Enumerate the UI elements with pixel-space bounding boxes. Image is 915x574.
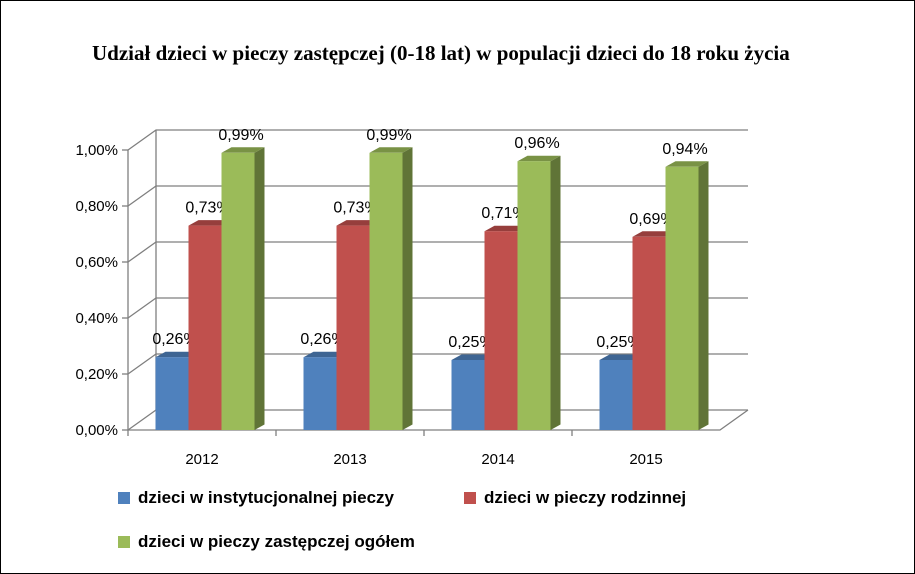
y-tick-label: 1,00% — [75, 142, 118, 159]
legend-swatch — [118, 492, 130, 504]
bar-top — [484, 225, 528, 232]
bar-top — [665, 161, 709, 167]
data-label: 0,25% — [596, 334, 641, 351]
data-label: 0,25% — [448, 334, 493, 351]
chart-title: Udział dzieci w pieczy zastępczej (0-18 … — [92, 41, 790, 65]
bar-top — [303, 351, 347, 358]
bar — [221, 152, 255, 431]
bar-top — [221, 147, 265, 153]
bar — [599, 360, 633, 430]
bar — [155, 357, 189, 430]
data-label: 0,26% — [152, 331, 197, 348]
y-tick-label: 0,00% — [75, 422, 118, 439]
legend-item: dzieci w pieczy zastępczej ogółem — [118, 532, 415, 552]
data-label: 0,96% — [514, 135, 559, 152]
data-label: 0,99% — [218, 127, 263, 144]
bar-top — [336, 220, 380, 226]
bar — [336, 225, 370, 430]
data-label: 0,26% — [300, 331, 345, 348]
y-tick-label: 0,20% — [75, 366, 118, 383]
bar-top — [369, 147, 413, 153]
bar-side — [254, 147, 265, 431]
data-label: 0,94% — [662, 141, 707, 158]
data-label: 0,73% — [333, 200, 378, 217]
bar — [451, 360, 485, 430]
bar — [484, 231, 518, 430]
y-tick-label: 0,40% — [75, 310, 118, 327]
bar-top — [155, 351, 199, 358]
x-tick-label: 2015 — [629, 451, 662, 468]
legend-swatch — [118, 536, 130, 548]
bar — [665, 166, 699, 431]
legend-label: dzieci w instytucjonalnej pieczy — [138, 488, 395, 507]
legend-swatch — [464, 492, 476, 504]
bar — [632, 236, 666, 430]
bar-top — [451, 354, 495, 360]
legend-label: dzieci w pieczy zastępczej ogółem — [138, 532, 415, 551]
legend-label: dzieci w pieczy rodzinnej — [484, 488, 687, 507]
y-tick-label: 0,60% — [75, 254, 118, 271]
bar-top — [188, 220, 232, 226]
y-tick-label: 0,80% — [75, 198, 118, 215]
x-tick-label: 2012 — [185, 451, 218, 468]
bar — [188, 225, 222, 430]
data-label: 0,71% — [481, 205, 526, 222]
bar — [369, 152, 403, 431]
x-tick-label: 2014 — [481, 451, 514, 468]
data-label: 0,69% — [629, 211, 674, 228]
bar-side — [550, 155, 561, 430]
bar-side — [698, 161, 709, 431]
bar-top — [599, 354, 643, 360]
bar-top — [517, 155, 561, 162]
data-label: 0,99% — [366, 127, 411, 144]
bar-top — [632, 231, 676, 237]
bar — [517, 161, 551, 430]
bar-side — [402, 147, 413, 431]
legend-item: dzieci w instytucjonalnej pieczy — [118, 488, 394, 508]
bar — [303, 357, 337, 430]
data-label: 0,73% — [185, 200, 230, 217]
legend-item: dzieci w pieczy rodzinnej — [464, 488, 686, 508]
x-tick-label: 2013 — [333, 451, 366, 468]
